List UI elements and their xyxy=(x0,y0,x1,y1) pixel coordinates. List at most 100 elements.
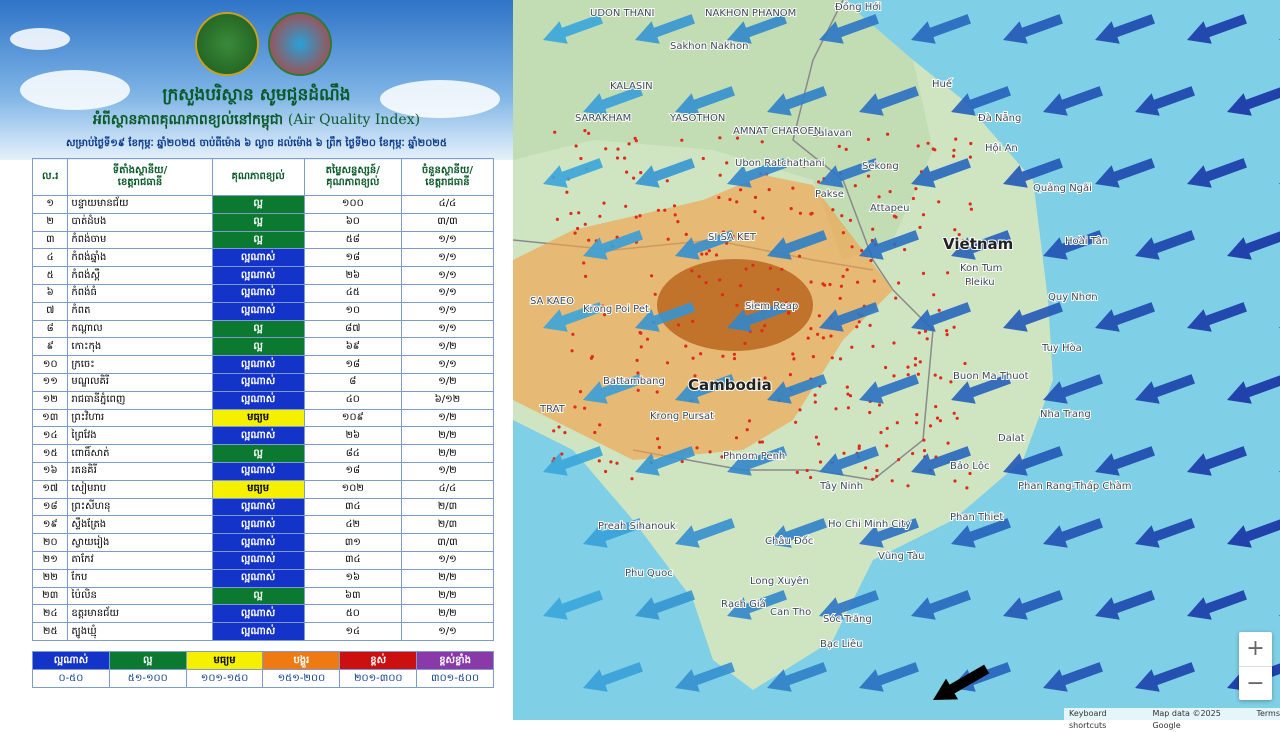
fire-dot xyxy=(809,327,813,331)
fire-dot xyxy=(680,459,684,464)
table-cell: ២១ xyxy=(31,550,69,570)
table-cell: ២/២ xyxy=(400,426,495,446)
zoom-out-button[interactable]: − xyxy=(1246,671,1265,696)
fire-dot xyxy=(872,279,876,283)
fire-dot xyxy=(821,336,825,340)
zoom-in-button[interactable]: + xyxy=(1239,632,1272,667)
fire-dot xyxy=(725,161,729,165)
table-cell: ២/៣ xyxy=(400,497,495,517)
fire-dot xyxy=(914,187,918,191)
fire-dot xyxy=(860,249,864,253)
quality-cell: ល្អណាស់ xyxy=(211,248,305,268)
fire-dot xyxy=(834,407,838,411)
subtitle-km: អំពីស្ថានភាពគុណភាពខ្យល់នៅកម្ពុជា xyxy=(92,112,284,128)
fire-dot xyxy=(780,267,784,271)
quality-cell: ល្អ xyxy=(211,444,305,463)
table-cell: មណ្ឌលគិរី xyxy=(67,372,213,392)
fire-dot xyxy=(672,204,677,208)
table-cell: ១/១ xyxy=(400,355,495,374)
wind-arrow xyxy=(1095,590,1155,620)
wind-arrow xyxy=(1135,662,1195,692)
table-cell: ៦ xyxy=(31,283,69,303)
fire-dot xyxy=(857,444,861,448)
quality-cell: ល្អ xyxy=(211,212,305,232)
wind-arrow xyxy=(911,446,971,476)
fire-dot xyxy=(606,376,610,380)
header-line: ចំនួនស្ថានីយ/ xyxy=(421,165,474,176)
table-cell: កំពង់ឆ្នាំង xyxy=(67,248,213,268)
wind-arrow xyxy=(543,302,603,332)
wind-arrow xyxy=(543,590,603,620)
table-cell: ២០ xyxy=(31,533,69,552)
haze-core xyxy=(657,259,813,351)
map-footer: Keyboard shortcuts Map data ©2025 Google T… xyxy=(1064,708,1280,730)
wind-arrow xyxy=(1043,374,1103,404)
fire-dot xyxy=(798,408,802,412)
header-background xyxy=(0,0,513,160)
table-cell: ប៉ៃលិន xyxy=(67,586,213,606)
table-cell: បន្ទាយមានជ័យ xyxy=(67,195,213,214)
fire-dot xyxy=(739,188,743,192)
quality-cell: ល្អ xyxy=(211,337,305,357)
legend-label: ខ្ពស់ xyxy=(339,651,418,670)
fire-dot xyxy=(939,376,943,380)
table-cell: ១០០ xyxy=(303,195,402,214)
table-cell: ១០៩ xyxy=(303,408,402,428)
fire-dot xyxy=(817,180,821,184)
fire-dot xyxy=(739,284,743,288)
footer-link[interactable]: Keyboard shortcuts xyxy=(1069,709,1107,730)
table-cell: ១/២ xyxy=(400,372,495,392)
place-label: Phan Thiet xyxy=(950,512,1003,523)
wind-arrow xyxy=(767,230,827,260)
fire-dot xyxy=(877,195,881,199)
fire-dot xyxy=(870,477,875,481)
table-cell: សៀមរាប xyxy=(67,479,213,499)
wind-arrow xyxy=(819,14,879,44)
fire-dot xyxy=(787,310,791,314)
fire-dot xyxy=(954,137,958,141)
table-cell: ៧ xyxy=(31,301,69,321)
table-cell: ២/២ xyxy=(400,568,495,588)
wind-arrow xyxy=(1003,158,1063,188)
table-cell: ៩ xyxy=(31,337,69,357)
wind-arrow xyxy=(911,14,971,44)
fire-dot xyxy=(845,268,849,272)
fire-dot xyxy=(817,442,821,446)
fire-dot xyxy=(776,287,780,292)
table-cell: ត្បូងឃ្មុំ xyxy=(67,622,213,641)
footer-link[interactable]: Terms xyxy=(1256,709,1280,718)
fire-dot xyxy=(604,147,608,151)
wind-arrow xyxy=(951,518,1011,548)
wind-arrow xyxy=(1135,518,1195,548)
fire-dot xyxy=(665,361,670,365)
table-row: ២បាត់ដំបង ល្អ ៦០ ៣/៣ xyxy=(31,212,495,232)
fire-dot xyxy=(666,237,670,241)
fire-dot xyxy=(744,236,748,240)
table-cell: ៨ xyxy=(31,319,69,339)
legend-row: ល្អណាស់ ល្អ មធ្យម បង្គួរ ខ្ពស់ ខ្ពស់ខ្លាំង xyxy=(32,651,494,670)
wind-arrow xyxy=(767,86,827,116)
fire-dot xyxy=(856,280,860,284)
table-row: ២០ ស្វាយរៀង ល្អណាស់ ៣១ ៣/៣ xyxy=(31,533,495,552)
wind-arrow xyxy=(1003,446,1063,476)
quality-cell: ល្អណាស់ xyxy=(211,283,305,303)
place-label: Vũng Tàu xyxy=(878,550,924,562)
fire-dot xyxy=(700,252,704,256)
fire-dot xyxy=(888,190,892,194)
place-label: Siem Reap xyxy=(745,301,798,312)
fire-dot xyxy=(758,440,762,444)
column-header: ចំនួនស្ថានីយ/ខេត្តរាជធានី xyxy=(400,158,495,196)
table-cell: ពោធិ៍សាត់ xyxy=(67,444,213,463)
legend-label: មធ្យម xyxy=(185,651,264,670)
table-row: ១៩ ស្ទឹងត្រែង ល្អណាស់ ៤២ ២/៣ xyxy=(31,515,495,535)
fire-dot xyxy=(868,410,872,415)
fire-dot xyxy=(813,400,817,404)
fire-dot xyxy=(735,303,739,307)
table-cell: ១៦ xyxy=(303,568,402,588)
fire-dot xyxy=(578,390,583,394)
fire-dot xyxy=(830,356,834,360)
footer-link[interactable]: Map data ©2025 Google xyxy=(1152,709,1221,730)
place-label: Vietnam xyxy=(943,235,1013,253)
place-label: Nha Trang xyxy=(1040,409,1091,420)
table-cell: ឧត្តរមានជ័យ xyxy=(67,604,213,624)
